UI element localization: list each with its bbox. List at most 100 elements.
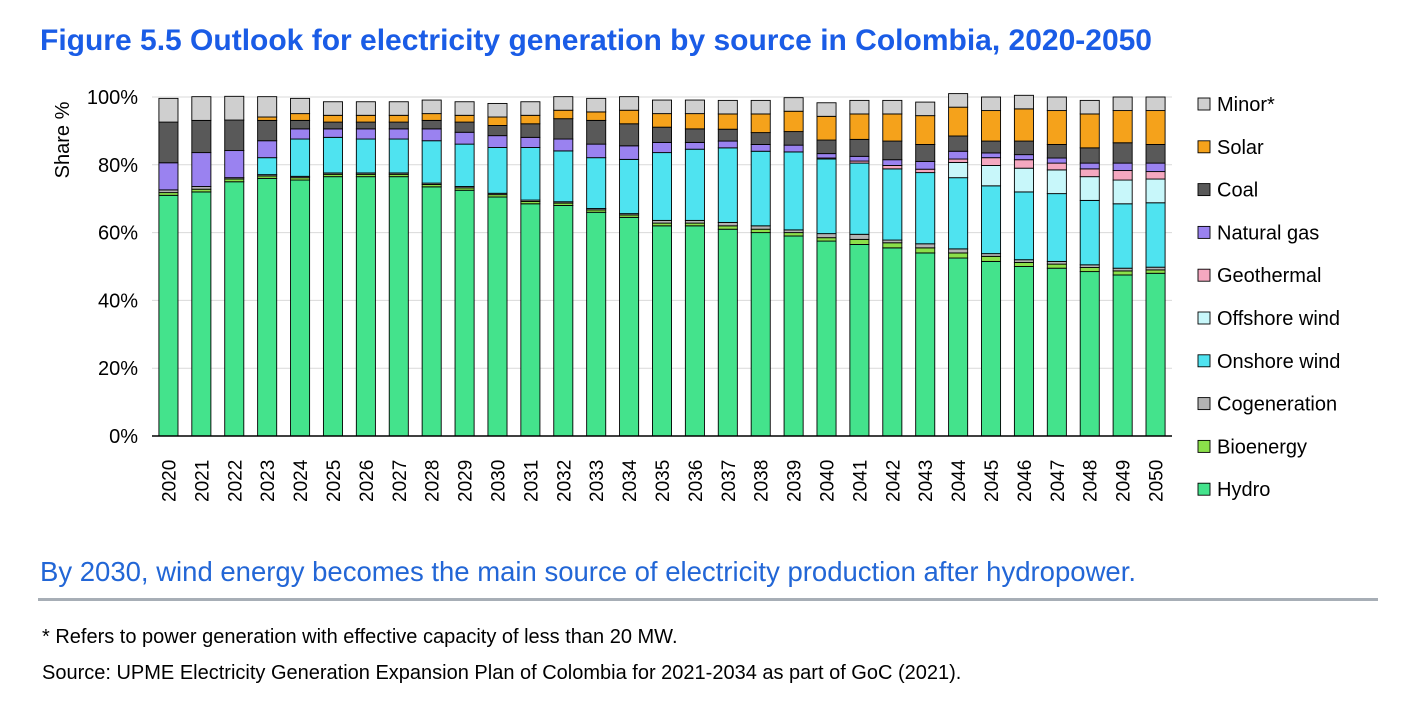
bar-segment <box>290 128 311 140</box>
bar-segment <box>816 115 837 141</box>
bar-segment <box>1046 267 1067 437</box>
legend-label: Onshore wind <box>1217 351 1340 373</box>
bar-segment <box>454 121 475 133</box>
bar-segment <box>586 97 607 113</box>
bar-segment <box>1112 203 1133 269</box>
bar-segment <box>915 252 936 437</box>
bar-segment <box>948 93 969 108</box>
bar-segment <box>915 172 936 245</box>
bar-segment <box>158 162 179 191</box>
legend-swatch <box>1197 482 1211 496</box>
bar-segment <box>915 144 936 162</box>
x-tick-label: 2036 <box>686 460 707 502</box>
bar-segment <box>1079 267 1100 273</box>
bar-segment <box>619 158 640 215</box>
legend-label: Minor* <box>1217 94 1275 116</box>
legend-swatch <box>1197 311 1211 325</box>
bar-segment <box>355 114 376 123</box>
bar-segment <box>487 147 508 194</box>
bar-segment <box>388 114 409 123</box>
x-tick-label: 2028 <box>423 460 444 502</box>
bar-segment <box>717 140 738 149</box>
bar-segment <box>652 99 672 115</box>
bar-segment <box>191 152 212 187</box>
bar-segment <box>388 138 409 174</box>
bar-segment <box>553 150 574 203</box>
bar-segment <box>750 228 771 234</box>
bar-segment <box>1013 94 1034 110</box>
bar-segment <box>882 247 903 437</box>
bar-segment <box>849 238 870 245</box>
legend-swatch <box>1197 268 1211 282</box>
bar-segment <box>1145 96 1166 112</box>
bar-segment <box>1013 108 1034 142</box>
bar-segment <box>1013 191 1034 261</box>
bar-segment <box>981 140 1002 154</box>
bar-segment <box>717 113 738 130</box>
legend-label: Bioenergy <box>1217 436 1307 458</box>
bar-segment <box>849 162 870 235</box>
bar-segment <box>849 155 870 162</box>
bar-segment <box>257 177 278 437</box>
x-tick-label: 2020 <box>159 460 180 502</box>
bar-segment <box>586 157 607 209</box>
bar-segment <box>882 242 903 249</box>
bar-segment <box>915 247 936 254</box>
bar-segment <box>1079 162 1100 170</box>
bar-segment <box>816 153 837 159</box>
bar-segment <box>487 196 508 437</box>
bar-segment <box>1112 96 1133 112</box>
bar-segment <box>684 148 705 221</box>
stacked-bar-chart: 0% 20% 40% 60% 80% 100% Share % 2020 2021 2022 202… <box>52 87 1340 502</box>
legend-swatch <box>1197 183 1211 197</box>
bar-segment <box>750 232 771 437</box>
bar-segment <box>1046 193 1067 262</box>
x-tick-label: 2037 <box>719 460 740 502</box>
bar-segment <box>981 255 1002 262</box>
bar-segment <box>257 96 278 118</box>
bar-segment <box>816 139 837 155</box>
x-tick-label: 2047 <box>1048 460 1069 502</box>
bar-segment <box>355 101 376 116</box>
legend-label: Solar <box>1217 137 1264 159</box>
legend-swatch <box>1197 354 1211 368</box>
bar-segment <box>553 96 574 111</box>
bar-segment <box>948 257 969 437</box>
footnote: * Refers to power generation with effect… <box>42 626 678 648</box>
bar-segment <box>191 96 212 121</box>
bar-segment <box>619 123 640 147</box>
x-tick-label: 2040 <box>818 460 839 502</box>
bar-segment <box>1079 199 1100 266</box>
bar-segment <box>1013 140 1034 156</box>
bar-segment <box>322 121 343 130</box>
bar-segment <box>290 97 311 115</box>
bar-segment <box>816 237 837 242</box>
bar-segment <box>1013 261 1034 267</box>
bar-segment <box>1145 272 1166 437</box>
bar-segment <box>487 116 508 126</box>
bar-segment <box>553 205 574 437</box>
bar-segment <box>948 161 969 179</box>
bar-segment <box>948 158 969 163</box>
x-tick-label: 2044 <box>949 459 970 502</box>
bar-segment <box>882 159 903 166</box>
bar-segment <box>849 138 870 157</box>
bar-segment <box>355 176 376 437</box>
bar-segment <box>454 101 475 116</box>
bar-segment <box>454 143 475 187</box>
bar-segment <box>915 160 936 170</box>
bar-segment <box>816 158 837 235</box>
bar-segment <box>1145 202 1166 268</box>
bar-segment <box>882 140 903 161</box>
x-tick-label: 2043 <box>916 460 937 502</box>
bar-segment <box>1112 162 1133 172</box>
bar-segment <box>652 152 672 221</box>
bar-segment <box>783 144 804 153</box>
bar-segment <box>1046 162 1067 171</box>
bar-segment <box>981 165 1002 187</box>
y-tick-label: 0% <box>109 426 138 448</box>
x-tick-label: 2032 <box>554 460 575 502</box>
x-tick-label: 2030 <box>488 460 509 502</box>
bar-segment <box>1079 176 1100 201</box>
x-tick-label: 2039 <box>785 460 806 502</box>
